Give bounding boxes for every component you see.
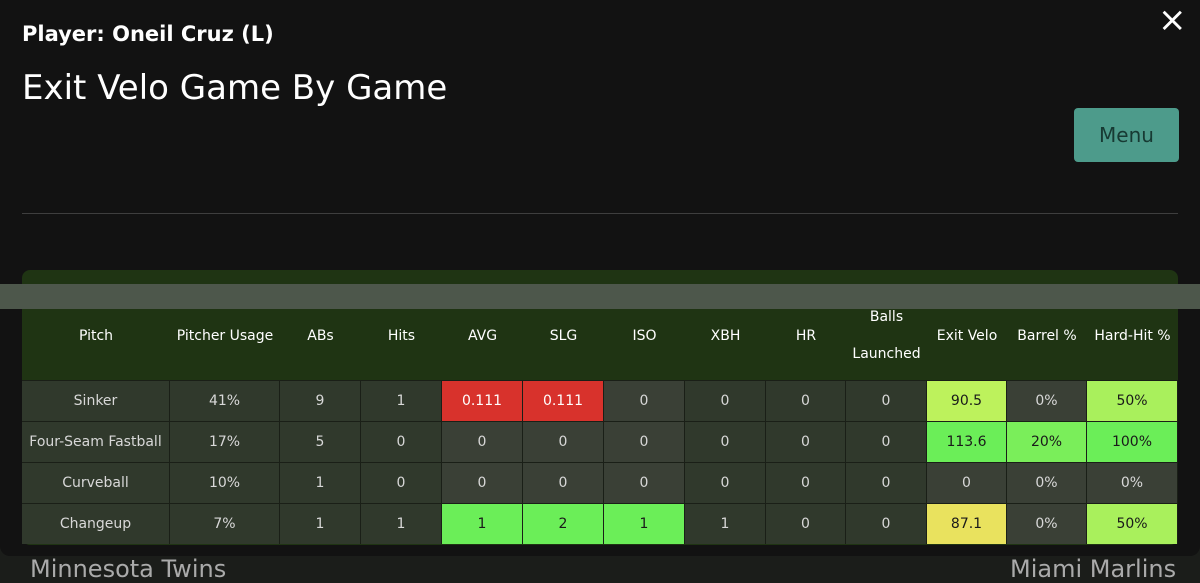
modal-title: Exit Velo Game By Game [22,68,448,108]
table-cell: 0% [1007,380,1087,421]
table-cell: 1 [280,503,361,544]
table-cell: 0 [766,421,846,462]
table-cell: 0 [523,421,604,462]
table-cell: 0 [846,503,927,544]
table-cell: 1 [280,462,361,503]
modal: × Player: Oneil Cruz (L) Exit Velo Game … [0,0,1200,556]
table-cell: Four-Seam Fastball [22,421,170,462]
table-cell: 5 [280,421,361,462]
column-header: Pitch [78,327,114,344]
table-cell: 0% [1007,503,1087,544]
table-cell: 100% [1087,421,1178,462]
divider [22,213,1178,214]
menu-button[interactable]: Menu [1074,108,1179,162]
table-cell: 0 [361,421,442,462]
column-header: AVG [467,327,498,344]
table-cell: 41% [170,380,280,421]
table-cell: 0 [442,421,523,462]
table-cell: 0 [685,380,766,421]
table-cell: 1 [685,503,766,544]
table-cell: 50% [1087,380,1178,421]
column-header: Pitcher Usage [176,327,274,344]
table-cell: Sinker [22,380,170,421]
table-cell: 0 [766,462,846,503]
column-header: Hits [387,327,416,344]
table-cell: 0 [604,462,685,503]
table-cell: 2 [523,503,604,544]
column-header: ISO [632,327,657,344]
table-cell: 0 [523,462,604,503]
table-cell: 1 [361,380,442,421]
table-cell: 0 [846,421,927,462]
table-cell: 7% [170,503,280,544]
close-button[interactable]: × [1158,0,1187,40]
table-cell: 0 [361,462,442,503]
column-header: Hard-Hit % [1094,327,1171,344]
column-header: Balls Launched [852,309,921,362]
table-cell: Curveball [22,462,170,503]
table-cell: 0 [604,421,685,462]
table-cell: 113.6 [927,421,1007,462]
table-cell: 0 [685,421,766,462]
table-cell: 20% [1007,421,1087,462]
column-header: SLG [549,327,578,344]
team-name: Miami Marlins [1010,555,1177,583]
table-cell: 0% [1007,462,1087,503]
column-header: Exit Velo [936,327,998,344]
table-cell: 0 [685,462,766,503]
column-header: HR [795,327,817,344]
table-cell: 17% [170,421,280,462]
table-cell: 1 [604,503,685,544]
team-name: Minnesota Twins [30,555,227,583]
table-cell: 1 [442,503,523,544]
table-cell: 0 [442,462,523,503]
table-cell: 0 [766,503,846,544]
table-cell: 9 [280,380,361,421]
table-cell: 10% [170,462,280,503]
table-cell: 50% [1087,503,1178,544]
table-cell: 0 [604,380,685,421]
table-cell: Changeup [22,503,170,544]
scroll-band [0,284,1200,309]
table-cell: 90.5 [927,380,1007,421]
player-name: Player: Oneil Cruz (L) [22,22,274,46]
column-header: Barrel % [1017,327,1077,344]
table-cell: 0 [846,380,927,421]
table-cell: 0% [1087,462,1178,503]
column-header: ABs [307,327,334,344]
table-cell: 0.111 [523,380,604,421]
table-cell: 0.111 [442,380,523,421]
table-cell: 0 [846,462,927,503]
table-cell: 0 [927,462,1007,503]
stats-table: Pitch Pitcher Usage ABs Hits AVG SLG ISO XBH HR B… [22,270,1178,545]
table-cell: 1 [361,503,442,544]
table-cell: 87.1 [927,503,1007,544]
column-header: XBH [710,327,741,344]
table-cell: 0 [766,380,846,421]
